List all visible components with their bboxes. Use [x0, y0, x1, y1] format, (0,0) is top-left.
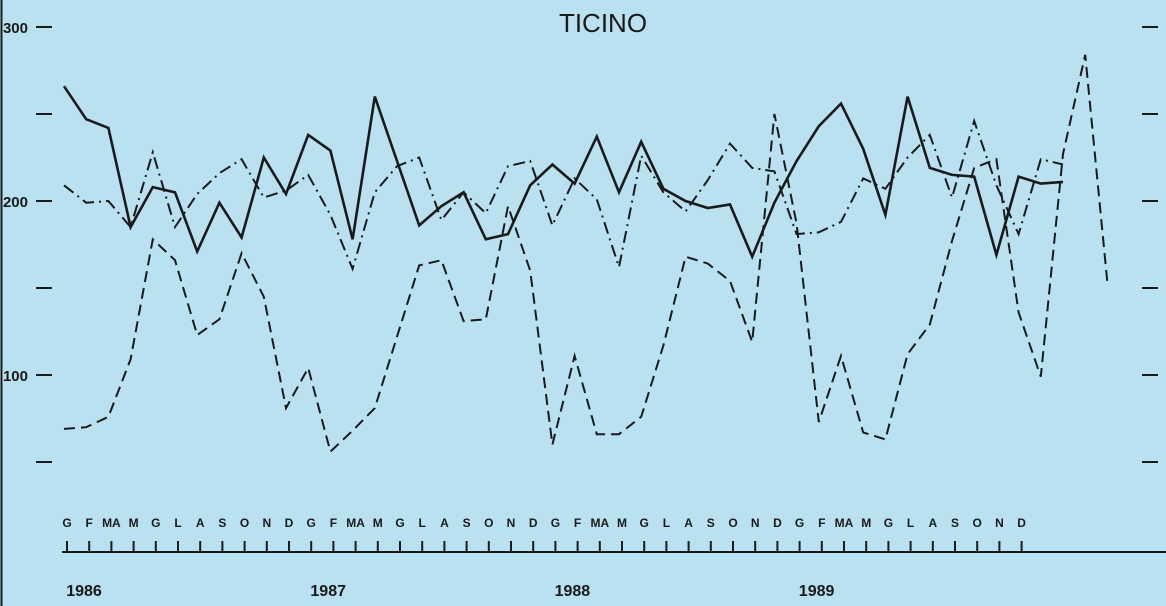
month-label: L: [174, 516, 181, 530]
month-label: S: [463, 516, 471, 530]
month-label: M: [373, 516, 383, 530]
month-label: N: [995, 516, 1004, 530]
month-label: O: [484, 516, 493, 530]
month-label: G: [640, 516, 649, 530]
month-label: D: [773, 516, 782, 530]
month-label: G: [307, 516, 316, 530]
month-label: A: [196, 516, 205, 530]
month-label: A: [440, 516, 449, 530]
month-label: F: [818, 516, 825, 530]
month-label: S: [951, 516, 959, 530]
month-label: N: [751, 516, 760, 530]
month-label: L: [663, 516, 670, 530]
month-label: O: [973, 516, 982, 530]
month-label: F: [330, 516, 337, 530]
month-label: F: [86, 516, 93, 530]
month-label: S: [707, 516, 715, 530]
month-label: G: [395, 516, 404, 530]
year-label: 1986: [66, 583, 102, 600]
month-label: M: [861, 516, 871, 530]
month-label: MA: [346, 516, 365, 530]
year-label: 1989: [799, 583, 835, 600]
month-label: M: [129, 516, 139, 530]
month-label: MA: [102, 516, 121, 530]
y-axis-right: [1142, 26, 1158, 463]
month-label: O: [728, 516, 737, 530]
series-line-solid: [62, 85, 1064, 261]
month-label: L: [907, 516, 914, 530]
y-tick-label: 200: [3, 194, 28, 211]
month-label: F: [574, 516, 581, 530]
year-label: 1988: [555, 583, 591, 600]
month-label: MA: [835, 516, 854, 530]
series-line-dashdot: [63, 117, 1064, 272]
y-tick-label: 100: [3, 368, 28, 385]
month-label: D: [1017, 516, 1026, 530]
month-label: A: [684, 516, 693, 530]
month-label: S: [218, 516, 226, 530]
x-axis: G F MA M G L A S O N D G F MA M G L A S O N D G F MA M G L A S O N D G F MA…: [62, 516, 1166, 600]
year-label: 1987: [310, 583, 346, 600]
month-label: G: [884, 516, 893, 530]
chart-title: TICINO: [559, 8, 647, 38]
month-label: O: [240, 516, 249, 530]
series-layer: [62, 54, 1109, 454]
month-label: G: [151, 516, 160, 530]
month-label: D: [529, 516, 538, 530]
y-tick-label: 300: [3, 20, 28, 37]
month-label: N: [507, 516, 516, 530]
month-label: G: [62, 516, 71, 530]
month-label: MA: [590, 516, 609, 530]
month-label: A: [928, 516, 937, 530]
month-label: G: [795, 516, 804, 530]
month-label: L: [419, 516, 426, 530]
month-label: D: [285, 516, 294, 530]
y-axis-left: 300 200 100: [3, 20, 52, 463]
month-label: N: [262, 516, 271, 530]
month-label: M: [617, 516, 627, 530]
series-line-dashed: [63, 54, 1109, 454]
month-label: G: [551, 516, 560, 530]
